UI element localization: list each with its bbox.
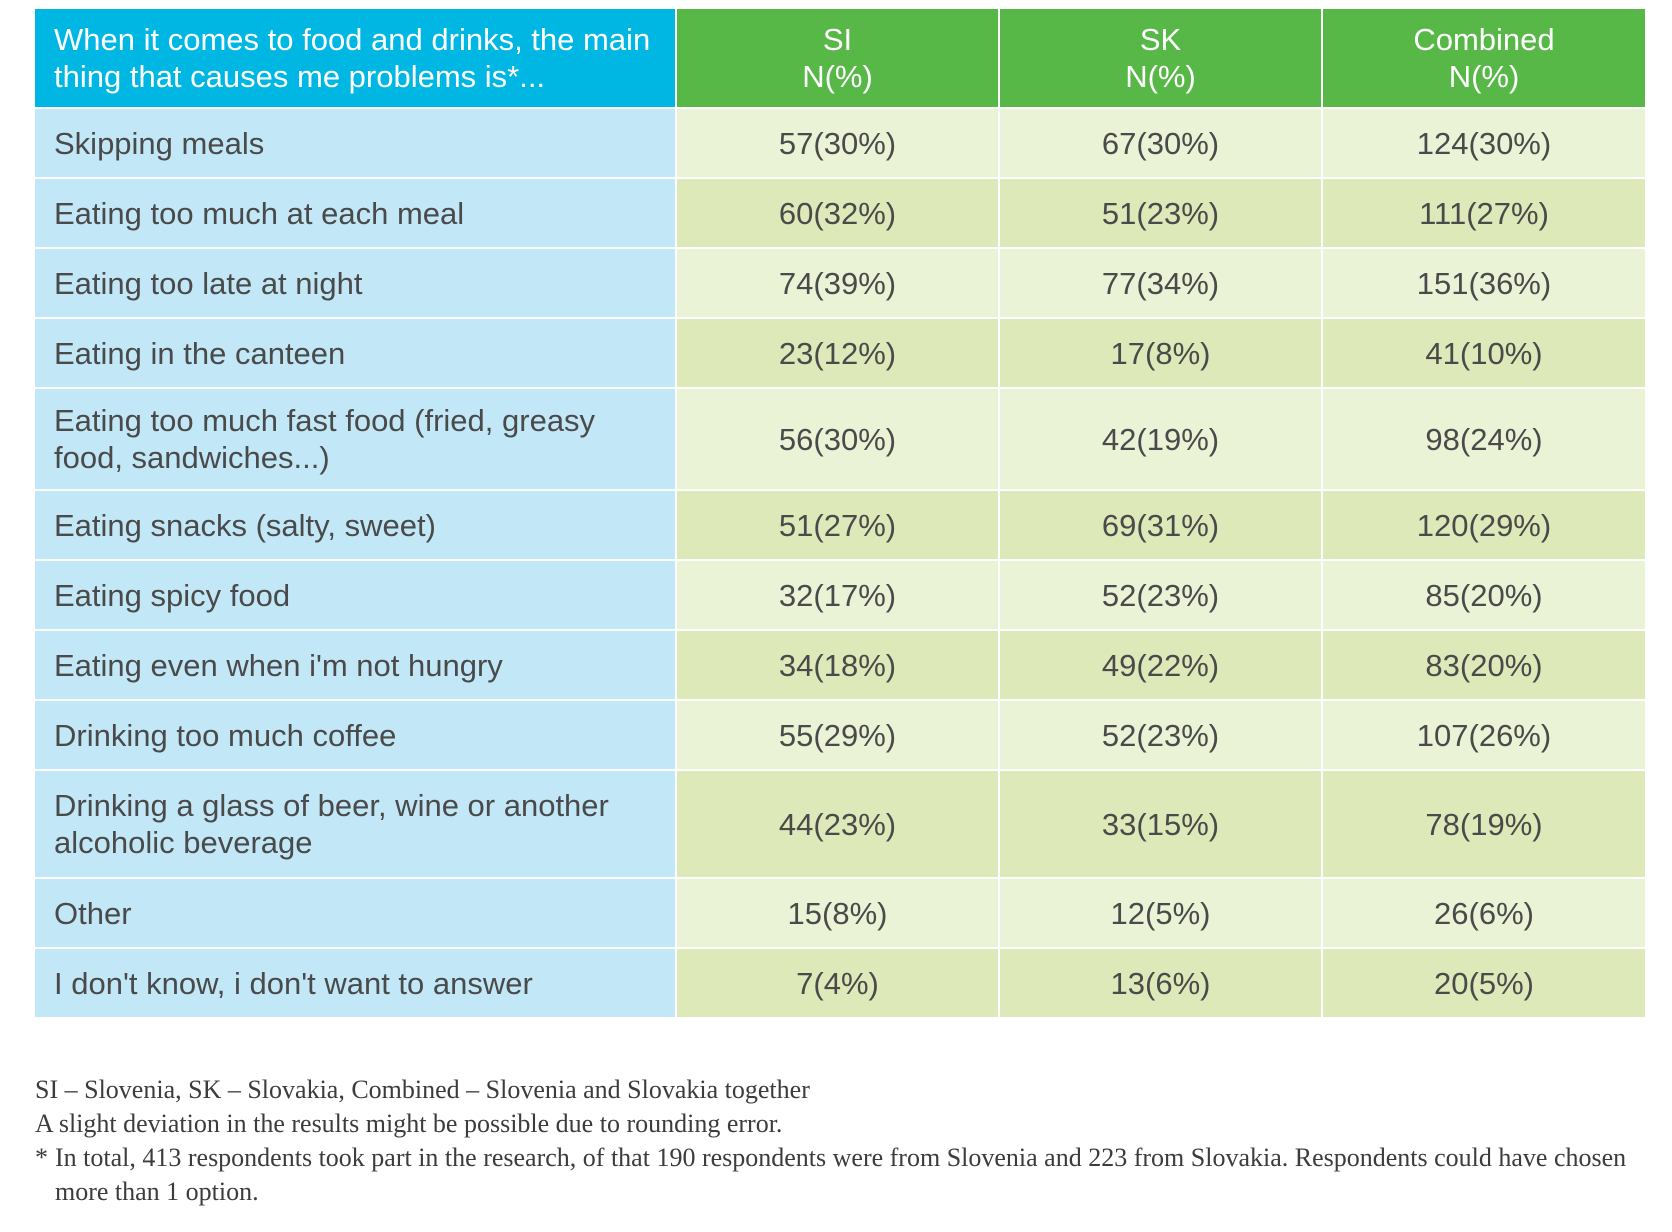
table-row: Eating even when i'm not hungry 34(18%) …: [35, 629, 1645, 699]
row-sk-value: 69(31%): [998, 489, 1321, 559]
footnote-text: In total, 413 respondents took part in t…: [55, 1143, 1627, 1206]
row-sk-value: 17(8%): [998, 317, 1321, 387]
row-label: Drinking a glass of beer, wine or anothe…: [35, 769, 675, 877]
footnote: * In total, 413 respondents took part in…: [35, 1141, 1645, 1209]
row-si-value: 34(18%): [675, 629, 998, 699]
row-combined-value: 20(5%): [1321, 947, 1645, 1017]
row-sk-value: 52(23%): [998, 699, 1321, 769]
row-combined-value: 124(30%): [1321, 107, 1645, 177]
row-combined-value: 107(26%): [1321, 699, 1645, 769]
row-si-value: 23(12%): [675, 317, 998, 387]
row-si-value: 15(8%): [675, 877, 998, 947]
row-si-value: 44(23%): [675, 769, 998, 877]
row-combined-value: 151(36%): [1321, 247, 1645, 317]
row-si-value: 74(39%): [675, 247, 998, 317]
table-row: Eating in the canteen 23(12%) 17(8%) 41(…: [35, 317, 1645, 387]
row-sk-value: 52(23%): [998, 559, 1321, 629]
row-label: Eating too much at each meal: [35, 177, 675, 247]
row-label: Drinking too much coffee: [35, 699, 675, 769]
header-si-unit: N(%): [802, 59, 873, 94]
row-si-value: 60(32%): [675, 177, 998, 247]
table-header-row: When it comes to food and drinks, the ma…: [35, 9, 1645, 107]
row-label: Skipping meals: [35, 107, 675, 177]
header-question: When it comes to food and drinks, the ma…: [35, 9, 675, 107]
header-sk-unit: N(%): [1125, 59, 1196, 94]
row-combined-value: 78(19%): [1321, 769, 1645, 877]
header-combined-name: Combined: [1413, 22, 1555, 57]
row-label: Eating in the canteen: [35, 317, 675, 387]
header-combined: Combined N(%): [1321, 9, 1645, 107]
table-row: Eating too much at each meal 60(32%) 51(…: [35, 177, 1645, 247]
row-combined-value: 98(24%): [1321, 387, 1645, 489]
header-combined-unit: N(%): [1448, 59, 1520, 94]
rounding-note: A slight deviation in the results might …: [35, 1109, 783, 1138]
table-row: Eating too much fast food (fried, greasy…: [35, 387, 1645, 489]
row-combined-value: 120(29%): [1321, 489, 1645, 559]
results-table: When it comes to food and drinks, the ma…: [35, 9, 1645, 1017]
row-si-value: 32(17%): [675, 559, 998, 629]
table-row: Drinking too much coffee 55(29%) 52(23%)…: [35, 699, 1645, 769]
table-row: Other 15(8%) 12(5%) 26(6%): [35, 877, 1645, 947]
row-si-value: 57(30%): [675, 107, 998, 177]
row-label: Other: [35, 877, 675, 947]
table-row: Skipping meals 57(30%) 67(30%) 124(30%): [35, 107, 1645, 177]
table-row: Drinking a glass of beer, wine or anothe…: [35, 769, 1645, 877]
legend-note: SI – Slovenia, SK – Slovakia, Combined –…: [35, 1075, 810, 1104]
row-sk-value: 12(5%): [998, 877, 1321, 947]
row-si-value: 55(29%): [675, 699, 998, 769]
row-combined-value: 26(6%): [1321, 877, 1645, 947]
row-sk-value: 49(22%): [998, 629, 1321, 699]
row-si-value: 51(27%): [675, 489, 998, 559]
row-combined-value: 85(20%): [1321, 559, 1645, 629]
row-si-value: 7(4%): [675, 947, 998, 1017]
row-label: I don't know, i don't want to answer: [35, 947, 675, 1017]
results-table-container: When it comes to food and drinks, the ma…: [35, 9, 1645, 1017]
table-row: I don't know, i don't want to answer 7(4…: [35, 947, 1645, 1017]
table-row: Eating snacks (salty, sweet) 51(27%) 69(…: [35, 489, 1645, 559]
row-sk-value: 67(30%): [998, 107, 1321, 177]
header-si-name: SI: [822, 22, 853, 57]
footnote-mark: *: [35, 1143, 48, 1172]
row-label: Eating snacks (salty, sweet): [35, 489, 675, 559]
row-sk-value: 77(34%): [998, 247, 1321, 317]
row-si-value: 56(30%): [675, 387, 998, 489]
row-sk-value: 51(23%): [998, 177, 1321, 247]
row-sk-value: 42(19%): [998, 387, 1321, 489]
header-sk: SK N(%): [998, 9, 1321, 107]
row-sk-value: 13(6%): [998, 947, 1321, 1017]
row-label: Eating too much fast food (fried, greasy…: [35, 387, 675, 489]
row-combined-value: 83(20%): [1321, 629, 1645, 699]
row-combined-value: 41(10%): [1321, 317, 1645, 387]
table-notes: SI – Slovenia, SK – Slovakia, Combined –…: [35, 1073, 1645, 1209]
table-row: Eating too late at night 74(39%) 77(34%)…: [35, 247, 1645, 317]
table-row: Eating spicy food 32(17%) 52(23%) 85(20%…: [35, 559, 1645, 629]
header-si: SI N(%): [675, 9, 998, 107]
row-combined-value: 111(27%): [1321, 177, 1645, 247]
row-label: Eating spicy food: [35, 559, 675, 629]
row-label: Eating even when i'm not hungry: [35, 629, 675, 699]
row-label: Eating too late at night: [35, 247, 675, 317]
header-sk-name: SK: [1139, 22, 1182, 57]
row-sk-value: 33(15%): [998, 769, 1321, 877]
